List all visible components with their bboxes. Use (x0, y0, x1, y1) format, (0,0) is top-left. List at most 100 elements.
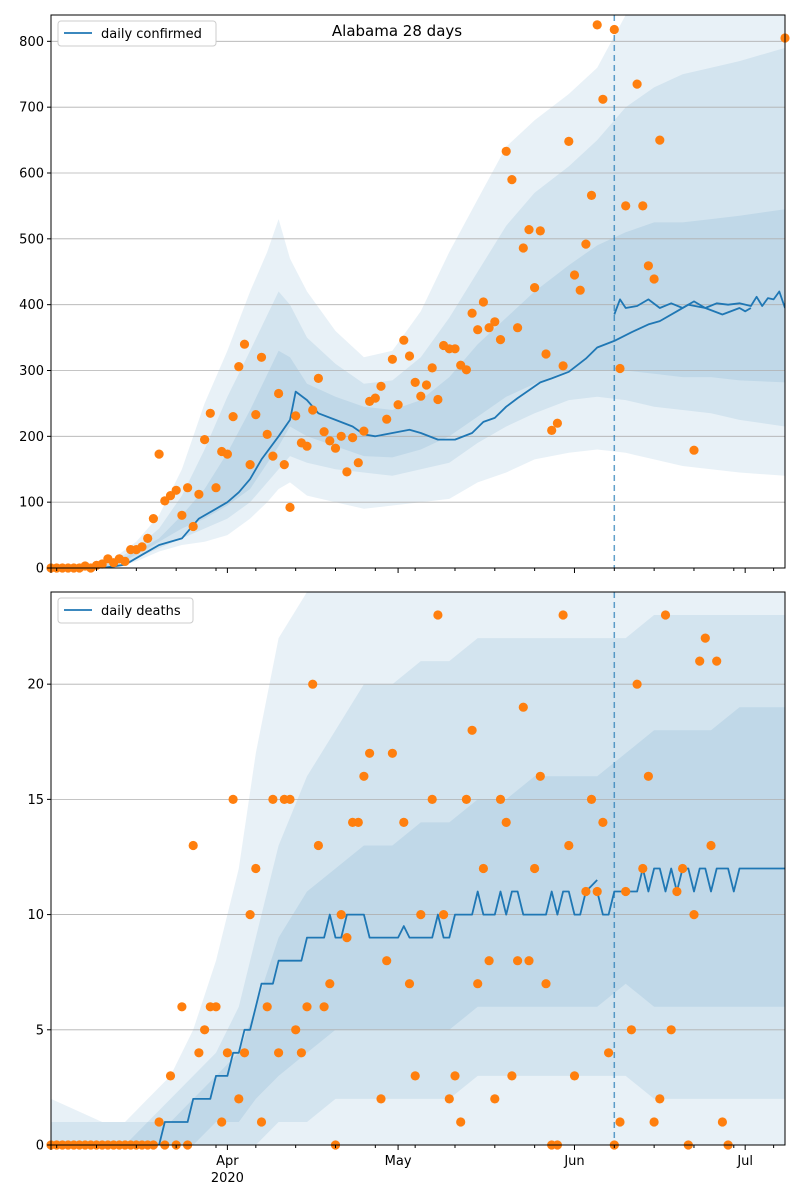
data-point (291, 411, 301, 421)
data-point (262, 1002, 272, 1012)
data-point (541, 979, 551, 989)
data-point (643, 261, 654, 271)
data-point (137, 542, 147, 552)
data-point (655, 1094, 665, 1104)
data-point (228, 412, 238, 422)
data-point (564, 136, 574, 146)
data-point (581, 239, 591, 249)
y-tick-label: 500 (19, 232, 44, 247)
data-point (467, 725, 477, 735)
data-point (609, 24, 619, 35)
y-tick-label: 800 (19, 35, 44, 50)
data-point (143, 533, 153, 544)
data-point (234, 1094, 244, 1104)
data-point (439, 910, 449, 920)
data-point (376, 381, 386, 391)
data-point (695, 656, 705, 666)
data-point (234, 362, 244, 372)
data-point (490, 1094, 500, 1104)
data-point (359, 771, 369, 781)
data-point (387, 354, 397, 364)
y-tick-label: 100 (19, 496, 44, 511)
data-point (547, 425, 557, 435)
data-point (416, 391, 426, 401)
data-point (342, 933, 352, 943)
chart-title: Alabama 28 days (332, 22, 462, 40)
legend-label-confirmed: daily confirmed (101, 27, 202, 42)
y-tick-label: 0 (36, 562, 44, 577)
data-point (706, 840, 716, 851)
data-point (120, 556, 130, 567)
y-tick-label: 300 (19, 364, 44, 379)
data-point (689, 910, 699, 920)
y-tick-label: 20 (27, 678, 44, 693)
band-mid (51, 615, 785, 1145)
deaths-y-ticks: 0 5 10 15 20 (27, 678, 51, 1154)
data-point (285, 794, 295, 805)
data-point (302, 441, 312, 451)
data-point (444, 1094, 454, 1104)
data-point (370, 393, 380, 403)
data-point (421, 380, 432, 390)
data-point (245, 460, 255, 470)
data-point (427, 794, 437, 805)
data-point (530, 283, 540, 293)
data-point (262, 429, 272, 439)
y-tick-label: 600 (19, 167, 44, 182)
data-point (495, 794, 506, 805)
data-point (177, 510, 187, 520)
data-point (188, 521, 198, 532)
confirmed-x-ticks (50, 568, 775, 573)
confirmed-panel: 0 100 200 300 400 500 600 700 800 Alabama 28 day… (19, 14, 790, 577)
data-point (205, 408, 215, 418)
data-point (433, 610, 443, 620)
confirmed-uncertainty-bands (51, 15, 785, 568)
data-point (296, 1048, 306, 1058)
data-point (604, 1048, 614, 1058)
y-tick-label: 5 (36, 1023, 44, 1038)
data-point (507, 175, 517, 185)
data-point (638, 863, 648, 874)
data-point (490, 317, 500, 327)
data-point (535, 771, 545, 781)
data-point (513, 323, 523, 333)
data-point (450, 344, 460, 354)
data-point (473, 325, 483, 335)
confirmed-series (51, 290, 785, 568)
data-point (325, 979, 335, 989)
data-point (689, 445, 699, 455)
data-point (319, 427, 329, 437)
data-point (558, 361, 568, 371)
deaths-panel: 0 5 10 15 20 daily deaths Apr May Jun Jul 20… (27, 591, 786, 1186)
deaths-points (46, 610, 733, 1150)
data-point (598, 817, 608, 828)
data-point (530, 863, 540, 874)
y-tick-label: 400 (19, 298, 44, 313)
band-inner (51, 707, 785, 1145)
data-point (211, 1002, 221, 1012)
data-point (404, 979, 415, 989)
legend-box (57, 597, 194, 624)
data-point (649, 274, 659, 284)
data-point (717, 1117, 728, 1127)
data-point (569, 1071, 580, 1081)
y-tick-label: 10 (27, 908, 44, 923)
series-line (51, 303, 752, 568)
data-point (251, 863, 261, 874)
band-inner (51, 209, 785, 568)
legend-box (57, 20, 217, 47)
data-point (325, 436, 335, 446)
data-point (336, 910, 346, 920)
series-line (51, 879, 598, 1145)
data-point (148, 514, 158, 524)
data-point (501, 817, 511, 828)
data-point (154, 1117, 164, 1127)
data-point (302, 1002, 312, 1012)
data-point (313, 373, 323, 383)
deaths-gridlines (51, 683, 785, 1031)
data-point (353, 817, 363, 828)
data-point (700, 633, 710, 643)
data-point (524, 225, 534, 235)
data-point (177, 1002, 187, 1012)
data-point (239, 339, 250, 349)
